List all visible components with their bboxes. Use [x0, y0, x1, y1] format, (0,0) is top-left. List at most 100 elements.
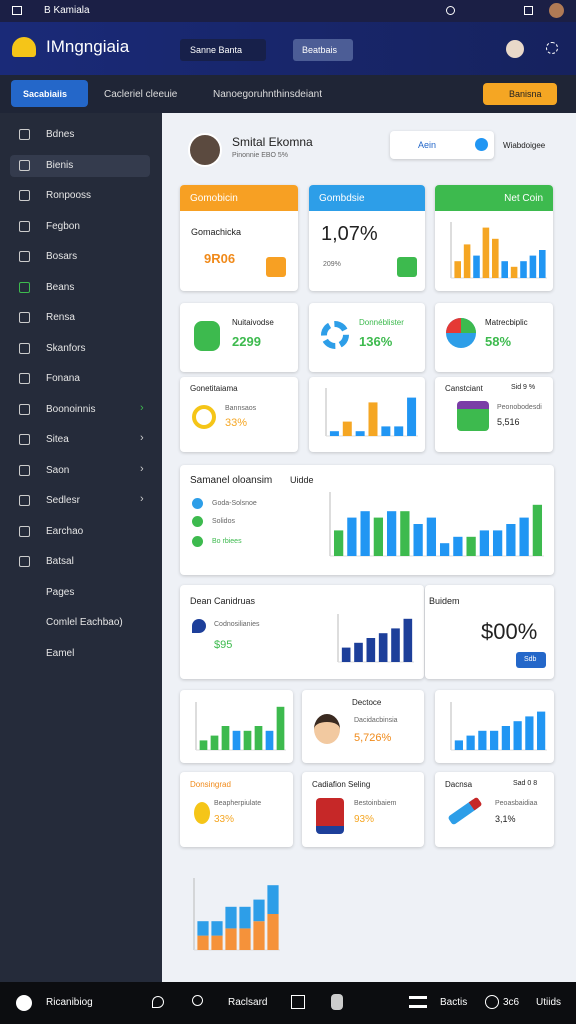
sidebar-item[interactable]: Fegbon [46, 220, 80, 232]
search-icon[interactable] [446, 6, 455, 15]
edit-icon[interactable] [524, 6, 533, 15]
card-tab[interactable]: Uidde [290, 475, 314, 485]
profile-subtitle: Pinonnie EBO 5% [232, 152, 289, 159]
settings-icon[interactable] [546, 42, 558, 54]
profile-link[interactable]: Wiabdoigee [503, 141, 546, 150]
card-value: 33% [214, 814, 235, 825]
mini-chart [337, 614, 414, 663]
card-value: 3,1% [495, 814, 516, 824]
bar [373, 517, 384, 556]
card: Nuitaivodse 2299 [180, 303, 298, 372]
card-tag: Sad 0 8 [513, 780, 538, 787]
bottom-label[interactable]: Ricanibiog [46, 997, 93, 1008]
sidebar-item[interactable]: Earchao [46, 525, 84, 537]
bar [501, 261, 508, 278]
card: Matrecbiplic 58% [435, 303, 553, 372]
pie-icon [446, 318, 476, 348]
card-title: Donsingrad [190, 780, 231, 789]
bar-segment [225, 906, 237, 929]
bar [394, 426, 404, 436]
tab-label[interactable]: Cacleriel cleeuie [104, 89, 178, 100]
card: Buidem $00% Sdb [425, 585, 554, 679]
sidebar-icon [19, 525, 30, 537]
card: Dacnsa Sad 0 8 Peoasbaidiaa 3,1% [435, 772, 554, 847]
search-icon[interactable] [192, 995, 203, 1006]
card-sub: Dacidacbinsia [354, 717, 398, 724]
search-icon [475, 138, 488, 151]
card-title: Dacnsa [445, 780, 473, 789]
folder-icon[interactable] [291, 995, 305, 1009]
mini-chart [325, 388, 418, 437]
bar [413, 524, 423, 556]
sidebar-item[interactable]: Skanfors [46, 342, 86, 354]
card: Donnéblister 136% [309, 303, 425, 372]
user-avatar[interactable] [549, 3, 564, 18]
card-value: 5,726% [354, 732, 392, 744]
search-box[interactable]: Aein [390, 131, 494, 159]
action-button[interactable]: Banisna [483, 83, 557, 105]
bar [466, 735, 475, 750]
sidebar-item[interactable]: Batsal [46, 556, 74, 567]
bar [490, 730, 499, 750]
card: Gonetitaiama Bannsaos 33% [180, 377, 298, 452]
bar-segment [267, 885, 279, 914]
user-icon[interactable] [331, 994, 343, 1010]
tab-label[interactable]: Nanoegoruhnthinsdeiant [213, 89, 322, 100]
card-button[interactable]: Sdb [516, 652, 546, 668]
sidebar-item[interactable]: Fonana [46, 373, 80, 384]
sidebar-item[interactable]: Bienis [46, 159, 74, 171]
sidebar-item[interactable]: Boonoinnis [46, 403, 96, 415]
card-sub: Beapherpiulate [214, 800, 262, 807]
bottom-label[interactable]: Utiids [536, 997, 562, 1008]
sidebar-item[interactable]: Pages [46, 586, 75, 598]
sidebar-item[interactable]: Sitea [46, 434, 69, 445]
header-button[interactable]: Beatbais [293, 39, 353, 61]
card-value: 58% [485, 334, 512, 349]
bar [492, 530, 503, 556]
dropdown[interactable]: Sanne Banta [180, 39, 266, 61]
card-icon [266, 257, 286, 277]
bottom-label[interactable]: 3c6 [503, 997, 520, 1008]
bottom-label[interactable]: Raclsard [228, 997, 268, 1008]
bottom-label[interactable]: Bactis [440, 997, 468, 1008]
legend-icon [192, 536, 203, 547]
sidebar-item[interactable]: Ronpooss [46, 190, 92, 201]
circle-icon[interactable] [485, 995, 499, 1009]
top-bar: B Kamiala [0, 0, 576, 22]
tab-label: Sacabiaiis [23, 89, 68, 99]
card-label: Matrecbiplic [485, 318, 528, 327]
bar-segment [239, 928, 251, 950]
chat-icon[interactable] [152, 996, 164, 1008]
chevron: › [140, 401, 144, 414]
bar [473, 255, 480, 278]
card-title: Dectoce [352, 698, 382, 707]
bar-segment [253, 921, 265, 950]
bar [478, 730, 487, 750]
action-label: Banisna [509, 89, 542, 99]
grid-icon[interactable] [409, 996, 427, 1008]
card-label: Nuitaivodse [232, 318, 274, 327]
tab-active[interactable]: Sacabiaiis [11, 80, 88, 107]
sidebar-item[interactable]: Comlel Eachbao) [46, 617, 123, 628]
bar [221, 726, 230, 750]
sidebar-item[interactable]: Rensa [46, 312, 75, 323]
bar [519, 517, 529, 556]
sidebar-icon [19, 220, 30, 232]
card-label: Gonetitaiama [190, 384, 238, 393]
sidebar-item[interactable]: Beans [46, 281, 75, 293]
sidebar-active [10, 154, 150, 177]
menu-icon[interactable] [12, 6, 22, 15]
sidebar-item[interactable]: Eamel [46, 647, 75, 659]
profile-icon[interactable] [506, 40, 524, 58]
bar [243, 730, 252, 750]
chevron: › [140, 462, 144, 475]
sidebar-item[interactable]: Bdnes [46, 129, 75, 140]
card-sub: Codnosilianies [214, 621, 260, 628]
bar [501, 726, 510, 750]
sidebar-item[interactable]: Bosars [46, 251, 78, 262]
sidebar-icon [19, 190, 30, 201]
bar [407, 397, 417, 436]
sidebar-item[interactable]: Sedlesr [46, 495, 80, 506]
sidebar-item[interactable]: Saon [46, 464, 70, 476]
home-icon[interactable] [16, 995, 32, 1011]
